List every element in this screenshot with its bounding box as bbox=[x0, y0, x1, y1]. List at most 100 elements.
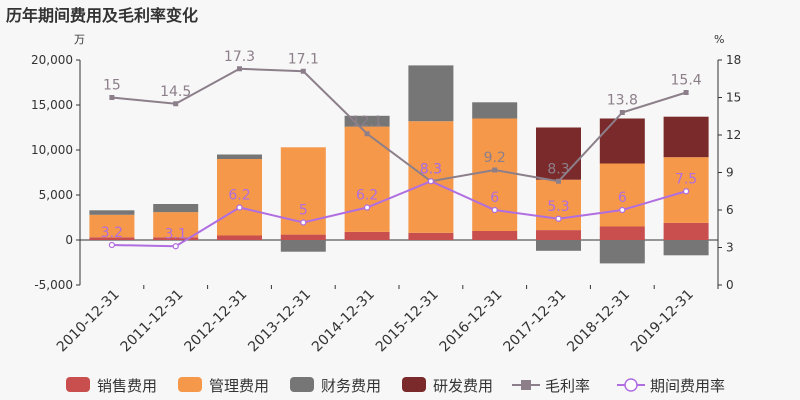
line-point[interactable] bbox=[492, 167, 498, 173]
bar-segment[interactable] bbox=[408, 65, 454, 122]
legend-marker bbox=[624, 378, 638, 392]
bar-segment[interactable] bbox=[153, 212, 199, 238]
left-tick-label: 0 bbox=[65, 233, 73, 247]
left-tick-label: 5,000 bbox=[39, 188, 73, 202]
line-point[interactable] bbox=[364, 204, 371, 211]
bar-segment[interactable] bbox=[472, 102, 518, 119]
data-label: 3.2 bbox=[101, 225, 123, 241]
data-label: 6.2 bbox=[228, 188, 250, 204]
bar-segment[interactable] bbox=[599, 118, 645, 164]
bar-segment[interactable] bbox=[217, 154, 262, 160]
line-point[interactable] bbox=[556, 178, 561, 184]
bar-segment[interactable] bbox=[217, 159, 262, 236]
bar-segment[interactable] bbox=[408, 121, 454, 233]
chart-title: 历年期间费用及毛利率变化 bbox=[6, 6, 198, 25]
data-label: 15 bbox=[103, 78, 121, 94]
legend-item[interactable]: 销售费用 bbox=[66, 377, 157, 395]
bar-segment[interactable] bbox=[153, 204, 199, 213]
bar-segment[interactable] bbox=[344, 115, 390, 127]
x-tick-label: 2018-12-31 bbox=[564, 287, 633, 356]
right-tick-label: 9 bbox=[726, 166, 734, 180]
line-point[interactable] bbox=[108, 241, 116, 249]
line-point[interactable] bbox=[619, 206, 626, 214]
left-axis-unit: 万 bbox=[74, 33, 85, 46]
right-tick-label: 12 bbox=[726, 128, 741, 142]
line-point[interactable] bbox=[364, 131, 370, 137]
right-tick-label: 18 bbox=[726, 53, 741, 67]
bar-segment[interactable] bbox=[344, 231, 390, 240]
bar-segment[interactable] bbox=[536, 230, 581, 240]
line-point[interactable] bbox=[237, 66, 242, 72]
bar-segment[interactable] bbox=[663, 222, 709, 240]
line-point[interactable] bbox=[173, 101, 179, 107]
data-label: 12.1 bbox=[352, 114, 383, 130]
data-label: 6 bbox=[618, 190, 627, 206]
legend-swatch bbox=[402, 377, 426, 392]
bar-segment[interactable] bbox=[280, 234, 326, 240]
data-label: 6 bbox=[490, 190, 499, 206]
data-label: 5.3 bbox=[547, 199, 569, 215]
data-label: 8.3 bbox=[420, 161, 442, 177]
line-point[interactable] bbox=[236, 204, 243, 211]
series-line bbox=[111, 67, 687, 183]
x-tick-label: 2010-12-31 bbox=[54, 287, 123, 356]
legend-item[interactable]: 财务费用 bbox=[290, 377, 381, 395]
bar-segment[interactable] bbox=[217, 235, 262, 241]
legend-swatch bbox=[290, 377, 314, 392]
legend-item[interactable]: 期间费用率 bbox=[617, 377, 725, 395]
legend-swatch bbox=[66, 377, 90, 392]
x-tick-label: 2012-12-31 bbox=[181, 287, 250, 356]
line-point[interactable] bbox=[172, 243, 179, 250]
bar-segment[interactable] bbox=[599, 240, 645, 264]
legend-label: 销售费用 bbox=[97, 377, 157, 395]
data-label: 14.5 bbox=[160, 84, 191, 100]
data-label: 9.2 bbox=[484, 150, 506, 166]
legend-label: 财务费用 bbox=[321, 377, 381, 395]
bar-segment[interactable] bbox=[153, 237, 199, 240]
legend-item[interactable]: 毛利率 bbox=[512, 377, 590, 395]
legend-label: 毛利率 bbox=[545, 377, 590, 395]
right-tick-label: 15 bbox=[726, 91, 741, 105]
data-label: 8.3 bbox=[547, 161, 569, 177]
bar-segment[interactable] bbox=[663, 116, 709, 158]
bar-segment[interactable] bbox=[599, 226, 645, 241]
right-tick-label: 6 bbox=[726, 203, 734, 217]
line-point[interactable] bbox=[427, 178, 434, 185]
legend[interactable]: 销售费用 管理费用 财务费用 研发费用 毛利率 期间费用率 bbox=[66, 377, 725, 395]
bar-segment[interactable] bbox=[599, 163, 645, 227]
legend-label: 期间费用率 bbox=[650, 377, 725, 395]
bar-segment[interactable] bbox=[89, 214, 135, 238]
data-label: 3.1 bbox=[165, 226, 187, 242]
x-tick-label: 2013-12-31 bbox=[245, 287, 314, 356]
line-point[interactable] bbox=[683, 90, 689, 95]
x-tick-label: 2016-12-31 bbox=[437, 287, 506, 356]
line-point[interactable] bbox=[682, 188, 690, 195]
left-tick-label: -5,000 bbox=[34, 278, 73, 292]
bar-segment[interactable] bbox=[89, 210, 135, 215]
bar-segment[interactable] bbox=[408, 232, 454, 240]
bar-segment[interactable] bbox=[536, 240, 581, 251]
data-label: 5 bbox=[299, 203, 308, 219]
x-tick-label: 2017-12-31 bbox=[500, 287, 569, 356]
bar-segment[interactable] bbox=[344, 126, 390, 232]
x-tick-label: 2011-12-31 bbox=[118, 287, 187, 356]
legend-item[interactable]: 管理费用 bbox=[178, 377, 269, 395]
bar-segment[interactable] bbox=[472, 118, 518, 232]
bar-segment[interactable] bbox=[280, 240, 326, 252]
x-tick-label: 2015-12-31 bbox=[373, 287, 442, 356]
legend-label: 管理费用 bbox=[209, 377, 269, 395]
lines bbox=[108, 66, 690, 250]
line-point[interactable] bbox=[491, 206, 498, 214]
legend-item[interactable]: 研发费用 bbox=[402, 377, 493, 395]
bar-segment[interactable] bbox=[663, 240, 709, 256]
bar-segment[interactable] bbox=[89, 237, 135, 240]
line-point[interactable] bbox=[555, 215, 562, 222]
line-point[interactable] bbox=[619, 110, 625, 115]
line-point[interactable] bbox=[300, 219, 307, 226]
bar-segment[interactable] bbox=[536, 127, 581, 180]
line-point[interactable] bbox=[300, 68, 306, 74]
line-point[interactable] bbox=[109, 95, 115, 100]
right-tick-label: 0 bbox=[726, 278, 734, 292]
right-axis-unit: % bbox=[714, 33, 724, 46]
bar-segment[interactable] bbox=[472, 231, 518, 240]
